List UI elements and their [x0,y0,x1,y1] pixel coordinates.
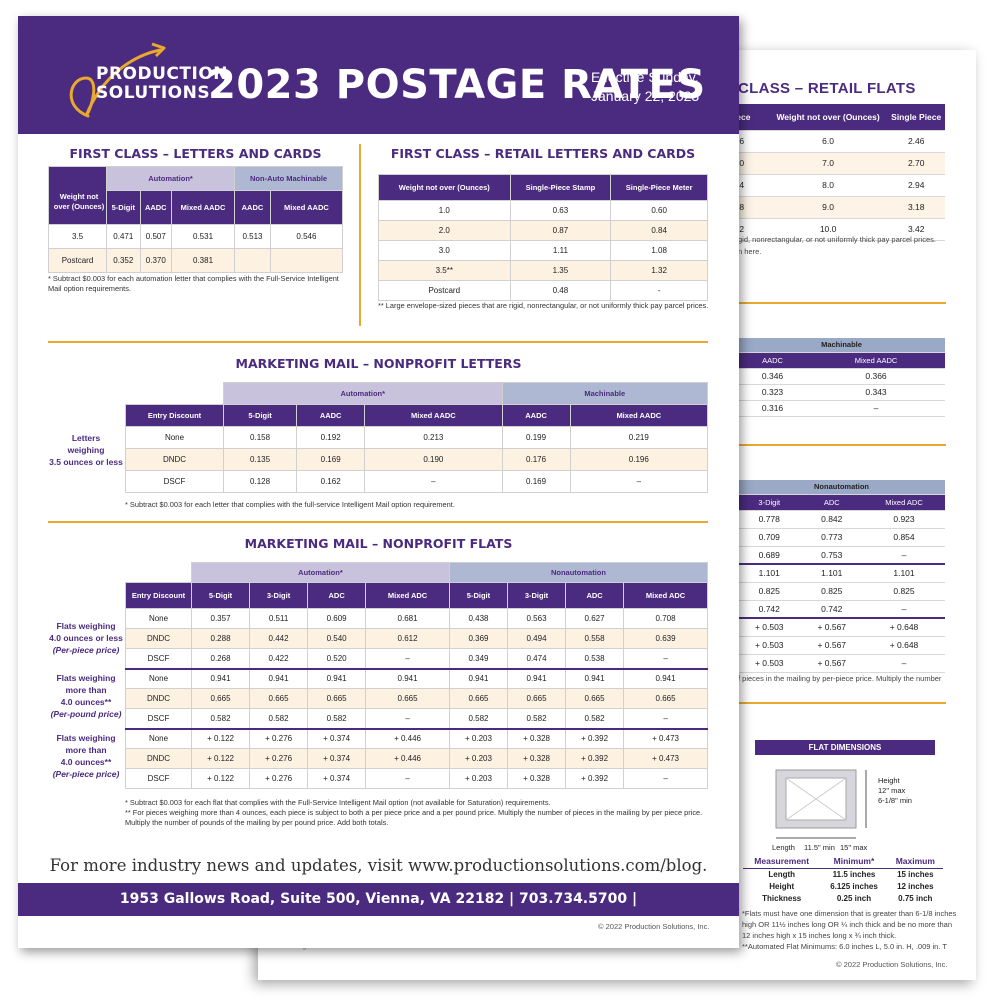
blog-cta: For more industry news and updates, visi… [49,856,708,875]
table-row: DNDC + 0.122 + 0.276 + 0.374 + 0.446 + 0.203 +… [125,748,708,769]
divider [728,702,946,704]
group-header: Nonautomation [448,562,709,583]
table-row: 0.316– [738,400,945,417]
table-row: 3.5 0.471 0.507 0.531 0.513 0.546 [48,224,344,249]
mm-flats-table: Automation* Nonautomation Entry Discount… [125,562,709,789]
table-row: 1.0 0.63 0.60 [378,200,708,221]
table-row: 3.0 1.11 1.08 [378,240,708,261]
divider [48,341,708,343]
retail-letters-table: Weight not over (Ounces) Single-Piece St… [378,174,708,301]
section-title-mm-flats: MARKETING MAIL – NONPROFIT FLATS [244,536,513,551]
section-title-retail-letters: FIRST CLASS – RETAIL LETTERS AND CARDS [390,146,696,161]
table-row: 74 8.0 2.94 [710,174,945,197]
table-row: 98 9.0 3.18 [710,196,945,219]
table-row: Thickness 0.25 inch 0.75 inch [762,893,933,903]
first-class-col0-header: Weight not over (Ounces) [53,192,105,211]
back-copyright: © 2022 Production Solutions, Inc. [836,960,948,969]
table-row: 0.825 0.825 0.825 [738,582,945,601]
table-row: + 0.503 + 0.567 + 0.648 [738,636,945,655]
table-row: Postcard 0.352 0.370 0.381 [48,248,344,273]
diagram-length-label: Length [772,843,795,852]
table-row: Length 11.5 inches 15 inches [768,869,934,879]
table-row: 3.5** 1.35 1.32 [378,260,708,281]
table-row: 2.0 0.87 0.84 [378,220,708,241]
group-header: Automation* [191,562,450,583]
table-row: 0.742 0.742– [738,600,945,619]
first-class-letters-note: * Subtract $0.003 for each automation le… [48,274,339,293]
table-row: DNDC 0.135 0.169 0.190 0.176 0.196 [125,448,709,471]
table-row: DSCF 0.268 0.422 0.520–0.349 0.474 0.538– [125,648,708,669]
table-row: 50 7.0 2.70 [710,152,945,175]
table-row: + 0.503 + 0.567 + 0.648 [738,617,945,637]
diagram-length-min: 11.5" min [804,843,835,852]
table-row: None 0.941 0.941 0.941 0.941 0.941 0.941 0.941 0… [125,667,708,689]
table-row: DSCF + 0.122 + 0.276 + 0.374– + 0.203 + 0.328… [125,768,708,789]
table-row: None 0.357 0.511 0.609 0.681 0.438 0.563 0.627 0… [125,608,708,629]
mm-flats-side-label-1: Flats weighing 4.0 ounces or less (Per-p… [49,621,123,655]
group-header: Non-Auto Machinable [234,166,343,191]
mm-flats-side-label-2: Flats weighing more than 4.0 ounces** (P… [50,673,122,719]
divider [728,444,946,446]
effective-date: Effective Sunday, January 22, 2023 [591,69,700,104]
table-row: 26 6.0 2.46 [710,130,945,153]
table-row: DSCF 0.128 0.162–0.169– [125,470,709,493]
table-row: 0.346 0.366 [738,368,945,385]
group-header: Machinable [738,338,945,353]
group-header: Nonautomation [738,480,945,495]
back-note: f pieces in the mailing by per-piece pri… [738,674,942,683]
logo-text-line2: SOLUTIONS [96,83,211,103]
table-header: Single Piece [887,104,945,131]
section-title-mm-letters: MARKETING MAIL – NONPROFIT LETTERS [235,356,522,371]
table-row: 0.323 0.343 [738,384,945,401]
table-row: 0.778 0.842 0.923 [738,510,945,529]
table-row: None + 0.122 + 0.276 + 0.374 + 0.446 + 0.203 +… [125,727,708,749]
retail-letters-note: ** Large envelope-sized pieces that are … [378,301,709,310]
divider [728,302,946,304]
group-header: Machinable [501,382,709,405]
table-row: DSCF 0.582 0.582 0.582–0.582 0.582 0.582– [125,708,708,729]
back-note: gid, nonrectangular, or not uniformly th… [738,235,937,244]
diagram-length-max: 15" max [840,843,868,852]
flat-dimensions-table: Measurement Minimum* Maximum Length 11.5 … [743,855,943,904]
page-title: 2023 POSTAGE RATES [208,62,706,108]
diagram-height-max: 12" max [878,786,906,795]
logo-text-line1: PRODUCTION [96,64,228,84]
footer-address-bar: 1953 Gallows Road, Suite 500, Vienna, VA… [18,883,739,940]
copyright: © 2022 Production Solutions, Inc. [598,922,710,931]
table-row: Postcard 0.48- [378,280,708,301]
flat-dimensions-diagram [775,769,867,839]
table-row: + 0.503 + 0.567– [738,654,945,673]
group-header: Automation* [223,382,503,405]
table-row: DNDC 0.288 0.442 0.540 0.612 0.369 0.494 0.558 0… [125,628,708,649]
mm-flats-notes: * Subtract $0.003 for each flat that com… [125,798,703,827]
table-row: 0.709 0.773 0.854 [738,528,945,547]
table-row: Height 6.125 inches 12 inches [769,881,934,891]
table-row: DNDC 0.665 0.665 0.665 0.665 0.665 0.665 0.665 0… [125,688,708,709]
mm-letters-table: Automation* Machinable Entry Discount 5-… [125,382,709,493]
divider [48,521,708,523]
back-note: n here. [738,247,762,256]
header-banner: PRODUCTION SOLUTIONS 2023 POSTAGE RATES … [18,16,739,134]
mm-letters-side-label: Letters weighing 3.5 ounces or less [49,433,123,467]
back-retail-flats-title: CLASS – RETAIL FLATS [738,80,916,97]
mm-letters-note: * Subtract $0.003 for each letter that c… [125,500,455,509]
logo-swoosh-icon [69,42,166,118]
diagram-height-label: Height [878,776,900,785]
back-letters-table: Machinable AADC Mixed AADC 0.346 0.366 0.3… [738,338,945,417]
table-row: None 0.158 0.192 0.213 0.199 0.219 [125,426,709,449]
group-header: Automation* [105,166,236,191]
first-class-letters-table: Automation* Non-Auto Machinable 5-Digit … [48,166,344,273]
divider [359,144,361,326]
front-page: PRODUCTION SOLUTIONS 2023 POSTAGE RATES … [18,16,739,948]
table-row: 0.689 0.753– [738,546,945,565]
back-retail-flats-table: Piece Weight not over (Ounces) Single Pi… [710,104,945,241]
flat-dimensions-title: FLAT DIMENSIONS [755,740,935,755]
diagram-height-min: 6-1/8" min [878,796,912,805]
table-header: Weight not over (Ounces) [768,104,888,131]
flat-dimensions-note: *Flats must have one dimension that is g… [742,909,957,951]
section-title-first-class-letters: FIRST CLASS – LETTERS AND CARDS [69,146,322,161]
mm-flats-side-label-3: Flats weighing more than 4.0 ounces** (P… [52,733,120,779]
table-row: 1.101 1.101 1.101 [738,563,945,583]
back-flats-table: Nonautomation 3-Digit ADC Mixed ADC 0.778 0… [738,480,945,673]
